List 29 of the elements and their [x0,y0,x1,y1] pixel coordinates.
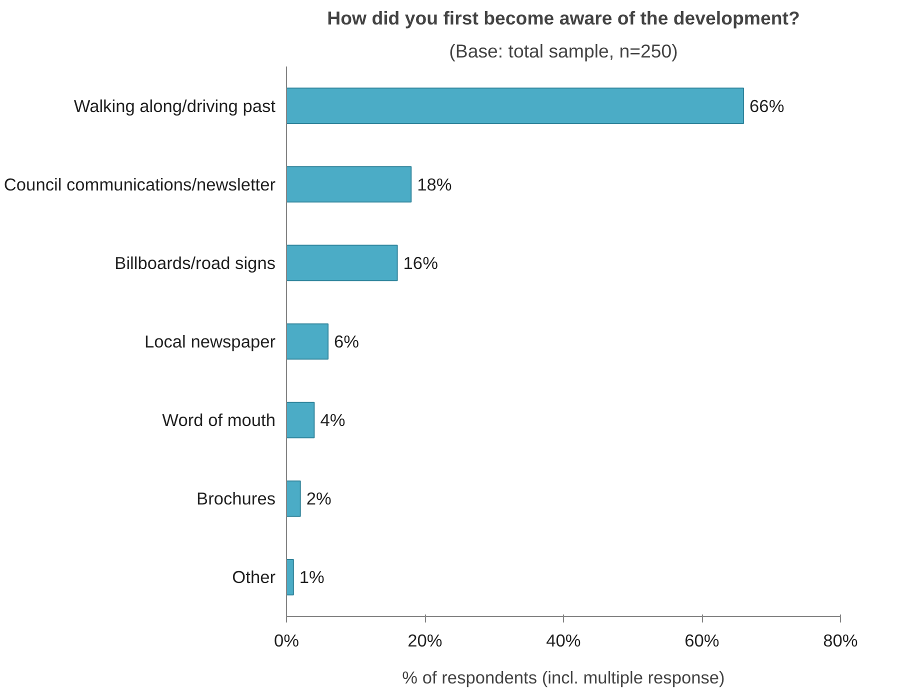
data-label: 66% [750,96,784,116]
chart-subtitle: (Base: total sample, n=250) [449,40,678,62]
bar [286,88,744,124]
y-tick-label: Local newspaper [144,332,276,352]
data-label: 16% [403,252,438,273]
data-label: 2% [306,488,332,509]
y-tick-label: Walking along/driving past [74,96,276,116]
chart-title: How did you first become aware of the development? [327,8,800,28]
x-tick-label: 0% [274,630,300,650]
bar [286,244,398,282]
bar [286,323,329,360]
data-label: 4% [320,410,346,430]
x-axis-title: % of respondents (incl. multiple response) [402,668,725,688]
y-tick-label: Council communications/newsletter [4,174,276,194]
data-label: 1% [299,567,324,588]
y-tick-label: Word of mouth [162,410,276,430]
data-label: 6% [334,332,360,352]
bar [286,559,294,596]
y-tick-label: Billboards/road signs [114,252,276,273]
x-tick-label: 60% [684,630,720,650]
bar [286,402,315,438]
bar [286,166,412,203]
y-tick-label: Brochures [196,488,276,509]
data-label: 18% [417,174,452,194]
bar [286,480,301,517]
x-tick-label: 40% [546,630,581,650]
x-tick-label: 80% [823,630,858,650]
x-tick-label: 20% [408,630,442,650]
y-tick-label: Other [232,567,276,588]
